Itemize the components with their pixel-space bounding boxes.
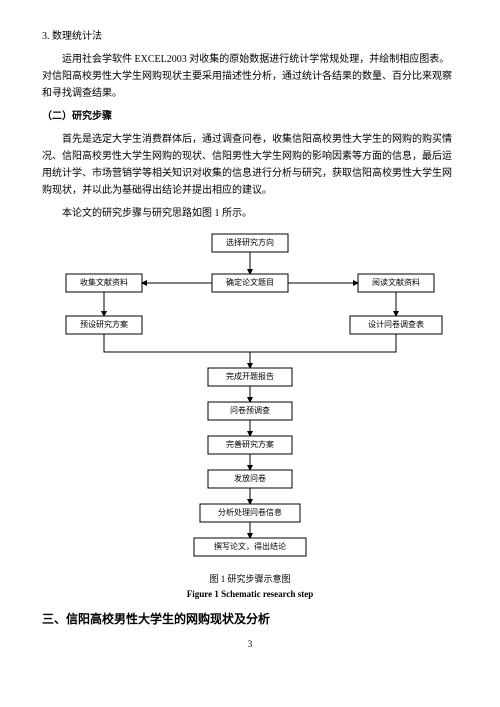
- flowchart-figure: 选择研究方向 收集文献资料 确定论文题目 阅读文献资料 预设研究方案 设计问卷调…: [50, 230, 450, 568]
- flow-node: 撰写论文，得出结论: [214, 541, 286, 551]
- page-body: 3. 数理统计法 运用社会学软件 EXCEL2003 对收集的原始数据进行统计学…: [0, 0, 500, 681]
- flow-node: 阅读文献资料: [372, 277, 420, 287]
- flow-node: 收集文献资料: [80, 277, 128, 287]
- section-title: 三、信阳高校男性大学生的网购现状及分析: [42, 609, 458, 629]
- flow-node: 选择研究方向: [226, 237, 274, 247]
- page-number: 3: [42, 637, 458, 652]
- flow-node: 发放问卷: [234, 473, 266, 483]
- paragraph: 本论文的研究步骤与研究思路如图 1 所示。: [42, 205, 458, 222]
- flow-node: 预设研究方案: [80, 319, 128, 329]
- flow-node: 设计问卷调查表: [368, 319, 424, 329]
- flow-node: 分析处理问卷信息: [218, 507, 282, 517]
- flow-node: 完善研究方案: [226, 439, 274, 449]
- flow-node: 确定论文题目: [226, 277, 274, 287]
- flow-node: 完成开题报告: [226, 371, 274, 381]
- section-number: 3. 数理统计法: [42, 28, 458, 45]
- figure-caption-en: Figure 1 Schematic research step: [42, 587, 458, 602]
- paragraph: 运用社会学软件 EXCEL2003 对收集的原始数据进行统计学常规处理，并绘制相…: [42, 51, 458, 102]
- paragraph: 首先是选定大学生消费群体后，通过调查问卷，收集信阳高校男性大学生的网购的购买情况…: [42, 131, 458, 199]
- figure-caption-cn: 图 1 研究步骤示意图: [42, 572, 458, 587]
- subsection-heading: （二）研究步骤: [42, 108, 458, 125]
- flow-node: 问卷预调查: [230, 405, 270, 415]
